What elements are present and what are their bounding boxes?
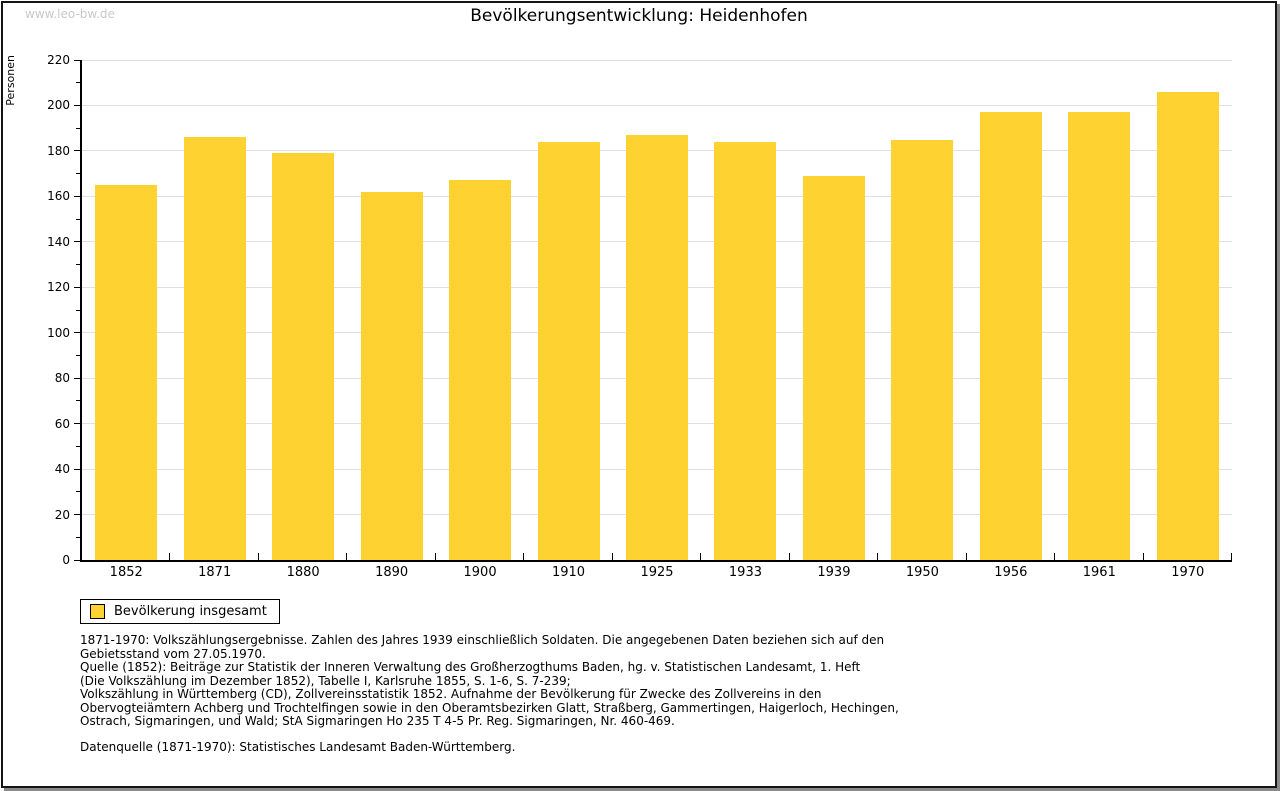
bar-1852: [95, 185, 158, 560]
bar-1925: [626, 135, 688, 560]
x-boundary-tick-1: [257, 553, 259, 560]
y-minor-tick-110: [76, 309, 80, 311]
footnote-line-3: Quelle (1852): Beiträge zur Statistik de…: [80, 660, 861, 674]
y-tick-label-40: 40: [54, 462, 70, 477]
x-boundary-tick-6: [700, 553, 702, 560]
gridline-y-220: [82, 59, 1232, 61]
footnote-line-2: Gebietsstand vom 27.05.1970.: [80, 646, 266, 661]
y-minor-tick-150: [76, 218, 80, 220]
y-minor-tick-50: [76, 445, 80, 447]
legend-swatch-icon: [90, 604, 105, 619]
y-tick-label-60: 60: [54, 416, 70, 431]
y-axis-label: Personen: [4, 55, 17, 106]
watermark: www.leo-bw.de: [25, 7, 115, 21]
y-minor-tick-190: [76, 127, 80, 129]
x-tick-label-1925: 1925: [640, 565, 674, 580]
x-tick-label-1852: 1852: [109, 565, 143, 580]
y-minor-tick-30: [76, 491, 80, 493]
x-boundary-tick-0: [169, 553, 171, 560]
x-tick-label-1956: 1956: [994, 565, 1028, 580]
y-major-tick-140: [74, 241, 80, 243]
x-tick-label-1880: 1880: [286, 565, 320, 580]
footnote-line-5: Volkszählung in Württemberg (CD), Zollve…: [80, 687, 822, 701]
bar-1890: [360, 191, 423, 560]
x-boundary-tick-10: [1054, 553, 1056, 560]
bar-1939: [802, 175, 865, 560]
gridline-y-200: [82, 104, 1232, 106]
y-minor-tick-170: [76, 173, 80, 175]
y-major-tick-100: [74, 332, 80, 334]
bar-1900: [449, 180, 512, 560]
x-boundary-tick-5: [611, 553, 613, 560]
y-major-tick-60: [74, 423, 80, 425]
x-tick-label-1961: 1961: [1082, 565, 1116, 580]
x-boundary-tick-8: [877, 553, 879, 560]
y-tick-label-220: 220: [47, 53, 70, 67]
bar-1871: [183, 137, 246, 560]
y-major-tick-20: [74, 514, 80, 516]
y-minor-tick-10: [76, 536, 80, 538]
y-tick-label-0: 0: [62, 553, 70, 567]
y-tick-label-80: 80: [54, 371, 70, 386]
y-minor-tick-90: [76, 354, 80, 356]
chart-title: Bevölkerungsentwicklung: Heidenhofen: [470, 6, 808, 26]
bar-1956: [979, 112, 1042, 560]
x-tick-label-1871: 1871: [198, 565, 232, 580]
legend-label: Bevölkerung insgesamt: [114, 604, 267, 619]
y-major-tick-200: [74, 104, 80, 106]
y-major-tick-0: [74, 559, 80, 561]
y-tick-label-160: 160: [47, 189, 70, 204]
y-tick-label-120: 120: [47, 280, 70, 295]
x-boundary-tick-2: [346, 553, 348, 560]
footnote-line-6: Obervogteiämtern Achberg und Trochtelfin…: [80, 700, 899, 715]
x-tick-label-1950: 1950: [905, 565, 939, 580]
y-tick-label-100: 100: [47, 325, 70, 340]
footnote-line-1: 1871-1970: Volkszählungsergebnisse. Zahl…: [80, 633, 885, 647]
y-major-tick-220: [74, 59, 80, 61]
y-minor-tick-70: [76, 400, 80, 402]
x-boundary-tick-4: [523, 553, 525, 560]
footnote-line-7: Ostrach, Sigmaringen, und Wald; StA Sigm…: [80, 714, 675, 728]
y-major-tick-160: [74, 195, 80, 197]
x-boundary-tick-7: [788, 553, 790, 560]
bar-1961: [1068, 112, 1131, 560]
x-boundary-tick-12: [1231, 553, 1232, 560]
y-major-tick-80: [74, 377, 80, 379]
x-tick-label-1910: 1910: [551, 565, 586, 580]
y-major-tick-40: [74, 468, 80, 470]
x-tick-label-1890: 1890: [375, 565, 409, 580]
y-tick-label-20: 20: [54, 507, 70, 522]
plot-area: 0 20 40 60 80 100 120 140 160 180 200 220 1852 1871 18…: [47, 53, 1232, 580]
y-minor-tick-210: [76, 82, 80, 84]
x-tick-label-1939: 1939: [817, 565, 851, 580]
y-tick-label-140: 140: [47, 234, 70, 249]
bar-1950: [891, 139, 954, 560]
y-minor-tick-130: [76, 264, 80, 266]
bar-1970: [1156, 91, 1219, 560]
x-boundary-tick-9: [965, 553, 967, 560]
footnotes: 1871-1970: Volkszählungsergebnisse. Zahl…: [80, 633, 1210, 729]
y-major-tick-180: [74, 150, 80, 152]
bar-1880: [272, 153, 335, 560]
y-major-tick-120: [74, 286, 80, 288]
x-boundary-tick-3: [434, 553, 436, 560]
bar-1933: [714, 141, 777, 560]
x-tick-label-1933: 1933: [728, 565, 762, 580]
footnote-line-4: (Die Volkszählung im Dezember 1852), Tab…: [80, 673, 571, 688]
y-tick-label-180: 180: [47, 143, 70, 158]
bar-1910: [537, 141, 600, 560]
x-tick-label-1970: 1970: [1171, 565, 1205, 580]
x-boundary-tick-11: [1142, 553, 1144, 560]
legend: Bevölkerung insgesamt: [80, 599, 280, 624]
x-tick-label-1900: 1900: [463, 565, 497, 580]
y-tick-label-200: 200: [47, 98, 70, 113]
datasource-line: Datenquelle (1871-1970): Statistisches L…: [80, 740, 516, 754]
